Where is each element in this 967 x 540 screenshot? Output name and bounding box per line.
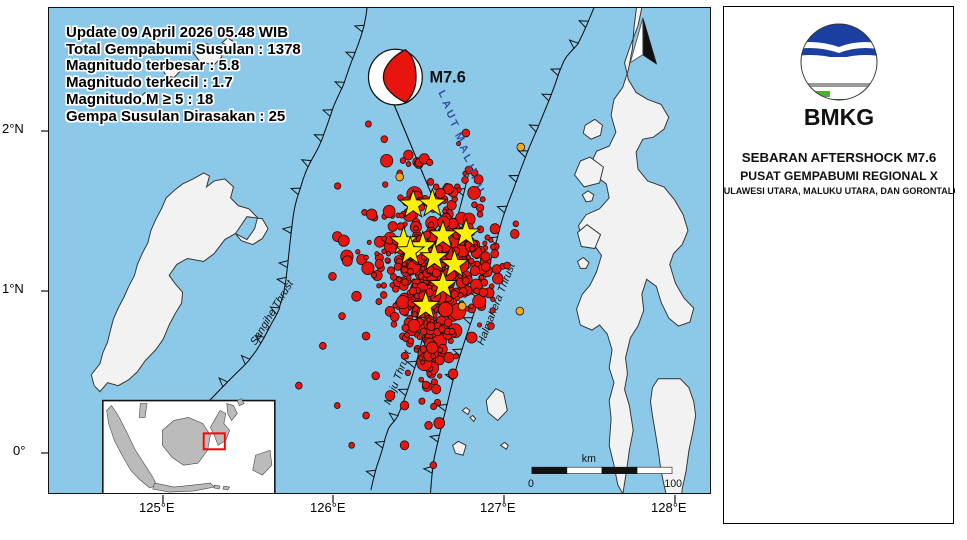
svg-text:SEBARAN AFTERSHOCK M7.6: SEBARAN AFTERSHOCK M7.6	[742, 150, 937, 165]
svg-text:BMKG: BMKG	[804, 104, 874, 130]
svg-text:SULAWESI UTARA, MALUKU UTARA,: SULAWESI UTARA, MALUKU UTARA, DAN GORONT…	[724, 186, 955, 196]
svg-text:PUSAT GEMPABUMI REGIONAL X: PUSAT GEMPABUMI REGIONAL X	[740, 169, 939, 183]
